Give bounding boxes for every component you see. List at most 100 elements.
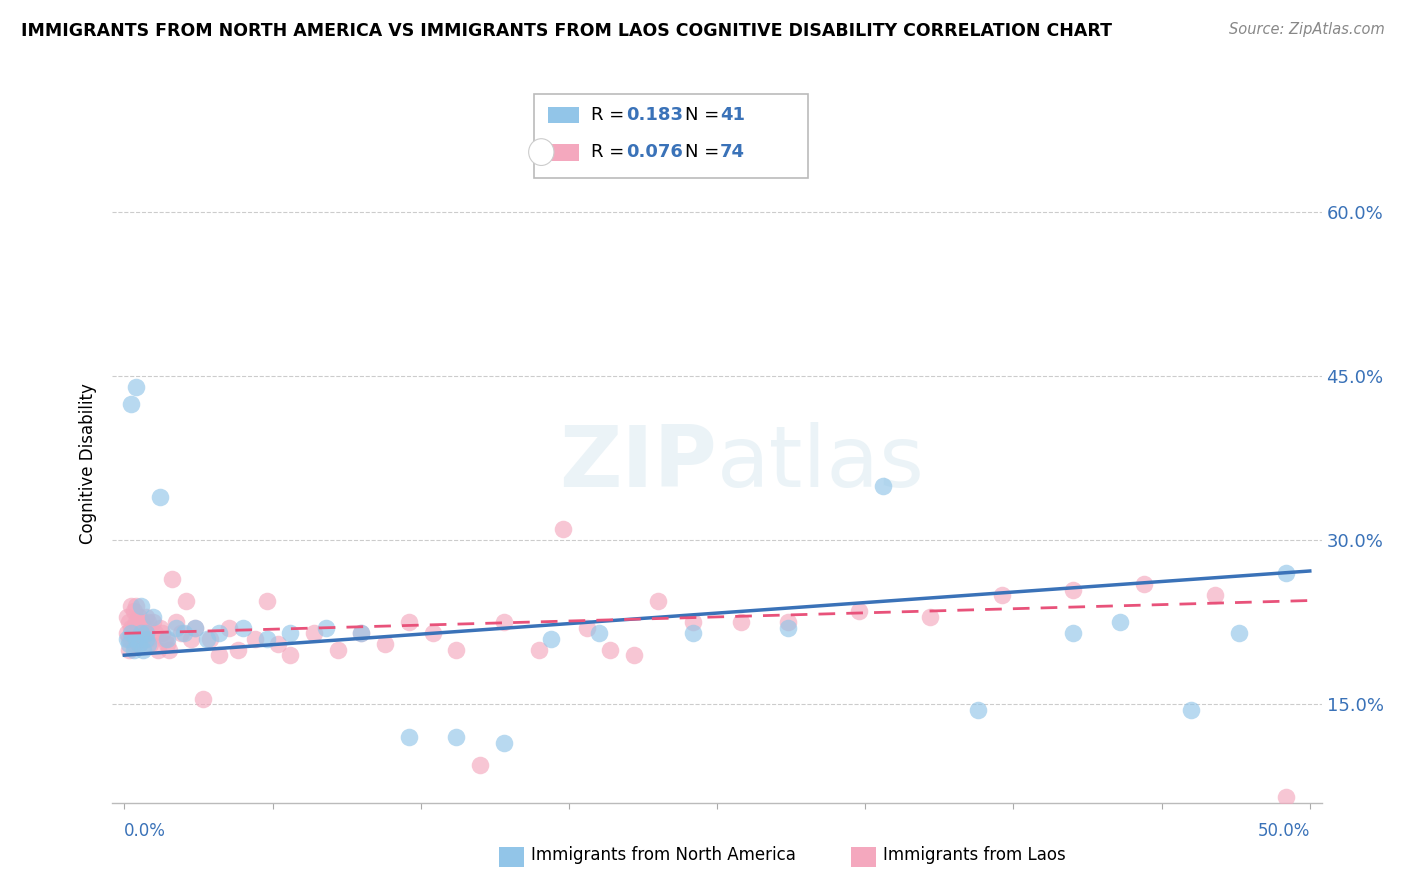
Point xyxy=(599,642,621,657)
Point xyxy=(990,588,1012,602)
Point xyxy=(125,380,148,394)
Text: R =: R = xyxy=(591,143,630,161)
Point xyxy=(118,642,141,657)
Point xyxy=(120,621,142,635)
Point xyxy=(156,637,179,651)
Point xyxy=(551,523,574,537)
Point xyxy=(129,615,152,630)
Point xyxy=(198,632,221,646)
Point xyxy=(1275,566,1298,581)
Point xyxy=(118,632,141,646)
Point xyxy=(278,626,301,640)
Point xyxy=(125,632,148,646)
Text: R =: R = xyxy=(591,106,630,124)
Point xyxy=(540,632,562,646)
Point xyxy=(136,637,159,651)
Point xyxy=(166,615,188,630)
Point xyxy=(150,626,173,640)
Point xyxy=(129,599,152,613)
Point xyxy=(157,642,180,657)
Point xyxy=(1227,626,1250,640)
Point xyxy=(120,626,142,640)
Point xyxy=(149,490,172,504)
Point xyxy=(326,642,349,657)
Point xyxy=(129,632,152,646)
Point xyxy=(256,593,278,607)
Point xyxy=(153,632,176,646)
Point xyxy=(128,626,150,640)
Y-axis label: Cognitive Disability: Cognitive Disability xyxy=(79,384,97,544)
Point xyxy=(302,626,325,640)
Text: 50.0%: 50.0% xyxy=(1257,822,1310,840)
Point xyxy=(872,479,894,493)
Point xyxy=(588,626,610,640)
Point xyxy=(184,621,207,635)
Point xyxy=(120,599,142,613)
Point xyxy=(115,610,138,624)
Point xyxy=(166,621,188,635)
Point xyxy=(492,736,515,750)
Point xyxy=(118,637,141,651)
Point xyxy=(398,615,420,630)
Point xyxy=(128,610,150,624)
Point xyxy=(208,626,231,640)
Text: 0.0%: 0.0% xyxy=(124,822,166,840)
Point xyxy=(374,637,396,651)
Text: 74: 74 xyxy=(720,143,745,161)
Point xyxy=(1133,577,1156,591)
Point xyxy=(129,626,152,640)
Point xyxy=(115,626,138,640)
Point xyxy=(920,610,942,624)
Point xyxy=(136,615,159,630)
Point xyxy=(132,615,155,630)
Text: Source: ZipAtlas.com: Source: ZipAtlas.com xyxy=(1229,22,1385,37)
Point xyxy=(160,572,183,586)
Point xyxy=(315,621,337,635)
Point xyxy=(350,626,373,640)
Point xyxy=(1062,626,1084,640)
Point xyxy=(848,604,870,618)
Point xyxy=(135,610,157,624)
Point xyxy=(226,642,249,657)
Point xyxy=(195,632,218,646)
Point xyxy=(139,637,162,651)
Point xyxy=(122,637,145,651)
Point xyxy=(682,615,704,630)
Point xyxy=(174,593,197,607)
Point xyxy=(120,632,142,646)
Point xyxy=(232,621,254,635)
Point xyxy=(135,626,157,640)
Point xyxy=(132,642,155,657)
Point xyxy=(1062,582,1084,597)
Text: 41: 41 xyxy=(720,106,745,124)
Point xyxy=(125,599,148,613)
Point xyxy=(180,632,202,646)
Text: atlas: atlas xyxy=(717,422,925,506)
Point xyxy=(647,593,669,607)
Point xyxy=(468,757,491,772)
Point xyxy=(146,642,169,657)
Point xyxy=(122,621,145,635)
Point xyxy=(623,648,645,663)
Point xyxy=(1180,703,1202,717)
Point xyxy=(120,397,142,411)
Point xyxy=(575,621,598,635)
Point xyxy=(128,637,150,651)
Point xyxy=(135,626,157,640)
Point xyxy=(529,642,551,657)
Point xyxy=(682,626,704,640)
Point xyxy=(492,615,515,630)
Point xyxy=(1275,790,1298,805)
Point xyxy=(135,632,157,646)
Text: 0.183: 0.183 xyxy=(626,106,683,124)
Point xyxy=(243,632,266,646)
Text: N =: N = xyxy=(685,106,724,124)
Point xyxy=(128,637,150,651)
Point xyxy=(446,642,468,657)
Point xyxy=(132,632,155,646)
Text: IMMIGRANTS FROM NORTH AMERICA VS IMMIGRANTS FROM LAOS COGNITIVE DISABILITY CORRE: IMMIGRANTS FROM NORTH AMERICA VS IMMIGRA… xyxy=(21,22,1112,40)
Point xyxy=(149,621,172,635)
Point xyxy=(218,621,240,635)
Point xyxy=(1204,588,1226,602)
Point xyxy=(143,626,166,640)
